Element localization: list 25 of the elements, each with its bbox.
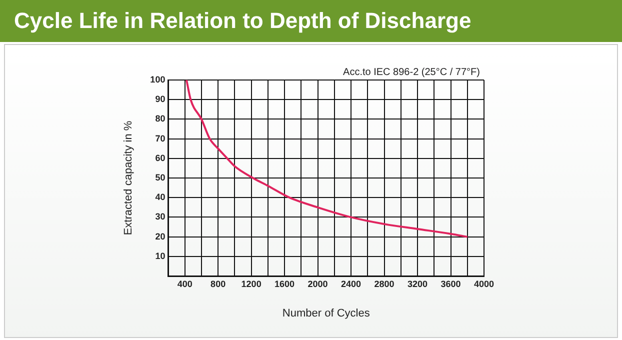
y-tick-label: 20 [155,231,166,242]
x-tick-label: 400 [177,278,192,289]
x-tick-label: 1200 [241,278,262,289]
y-axis-title: Extracted capacity in % [122,120,135,236]
x-tick-label: 2400 [341,278,362,289]
y-tick-label: 60 [155,152,166,163]
x-tick-label: 2800 [374,278,394,289]
line-series [186,80,468,238]
x-tick-label: 1600 [274,278,295,289]
x-tick-label: 4000 [474,278,494,289]
y-tick-label: 70 [155,133,166,144]
x-tick-label: 3200 [408,278,428,289]
y-tick-label: 40 [155,192,166,202]
text: Acc.to IEC 896-2 (25°C / 77°F) [343,66,480,78]
x-tick-label: 800 [210,278,226,289]
x-axis-title: Number of Cycles [282,307,370,320]
y-tick-label: 30 [155,212,166,222]
x-tick-label: 2000 [308,278,328,289]
y-tick-label: 90 [155,94,166,104]
y-tick-label: 100 [150,74,166,84]
x-tick-label: 3600 [440,278,461,289]
y-tick-label: 80 [155,114,166,124]
y-tick-label: 50 [155,172,166,182]
y-tick-label: 10 [155,250,166,261]
chart-title: Cycle Life in Relation to Depth of Discharge [0,0,622,42]
